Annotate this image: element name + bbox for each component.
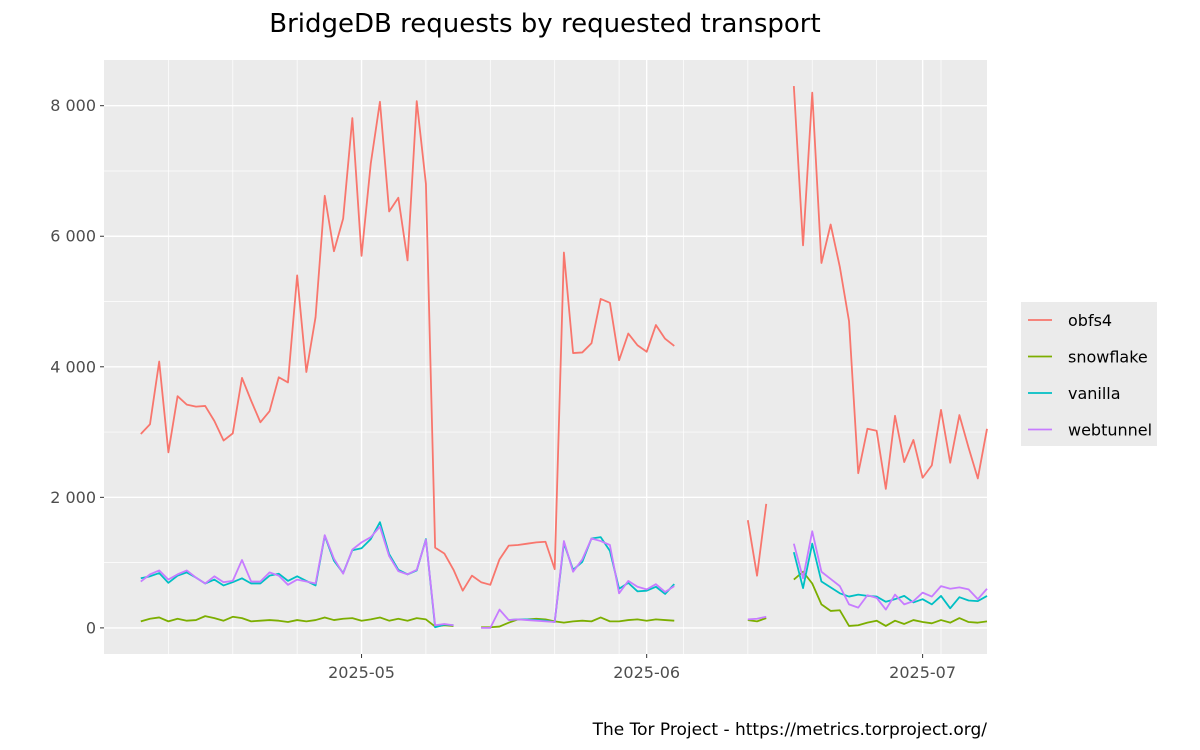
y-tick-label: 2 000 (50, 488, 96, 507)
series-lines (140, 86, 988, 629)
series-line-obfs4 (140, 86, 988, 592)
chart-title: BridgeDB requests by requested transport (269, 9, 820, 39)
legend-label-obfs4: obfs4 (1068, 311, 1112, 330)
y-tick-label: 0 (86, 618, 96, 637)
plot-panel (104, 60, 987, 654)
x-tick-label: 2025-07 (889, 663, 956, 682)
y-axis: 0 2 000 4 000 6 000 8 000 (50, 96, 104, 637)
x-tick-label: 2025-05 (328, 663, 395, 682)
series-line-webtunnel (140, 525, 988, 629)
y-tick-label: 6 000 (50, 227, 96, 246)
series-snowflake (140, 570, 988, 629)
legend: obfs4 snowflake vanilla webtunnel (1021, 302, 1157, 446)
series-line-snowflake (140, 570, 988, 629)
legend-label-vanilla: vanilla (1068, 384, 1121, 403)
x-tick-label: 2025-06 (613, 663, 680, 682)
minor-gridlines (104, 60, 987, 654)
series-obfs4 (140, 86, 988, 592)
legend-label-webtunnel: webtunnel (1068, 421, 1152, 440)
y-tick-label: 8 000 (50, 96, 96, 115)
legend-label-snowflake: snowflake (1068, 348, 1148, 367)
series-webtunnel (140, 525, 988, 629)
y-tick-label: 4 000 (50, 357, 96, 376)
legend-background (1021, 302, 1157, 446)
x-axis: 2025-05 2025-06 2025-07 (328, 654, 956, 682)
chart-caption: The Tor Project - https://metrics.torpro… (592, 720, 988, 740)
major-gridlines (104, 60, 987, 654)
